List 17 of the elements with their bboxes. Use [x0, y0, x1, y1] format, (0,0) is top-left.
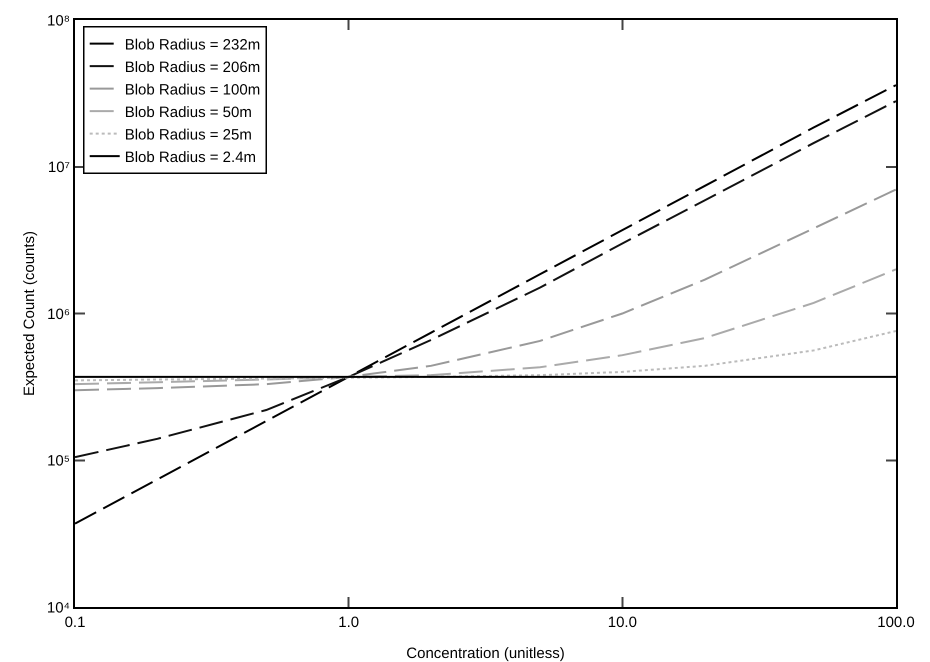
legend-label: Blob Radius = 100m [124, 81, 260, 98]
y-tick-label: 10⁶ [47, 306, 70, 323]
legend-label: Blob Radius = 25m [124, 126, 252, 144]
x-tick-label: 1.0 [338, 614, 360, 631]
y-tick-label: 10⁴ [46, 599, 70, 616]
legend-label: Blob Radius = 232m [124, 36, 260, 54]
legend-label: Blob Radius = 2.4m [124, 148, 256, 166]
x-tick-label: 0.1 [64, 614, 86, 631]
y-tick-label: 10⁷ [48, 159, 70, 176]
legend-label: Blob Radius = 50m [124, 104, 252, 121]
y-tick-label: 10⁸ [46, 12, 70, 30]
x-axis-title: Concentration (unitless) [406, 645, 565, 662]
x-tick-label: 10.0 [608, 614, 637, 631]
y-tick-label: 10⁵ [47, 452, 70, 470]
legend-label: Blob Radius = 206m [124, 58, 260, 76]
y-axis-title: Expected Count (counts) [21, 230, 38, 396]
x-tick-label: 100.0 [877, 614, 915, 631]
